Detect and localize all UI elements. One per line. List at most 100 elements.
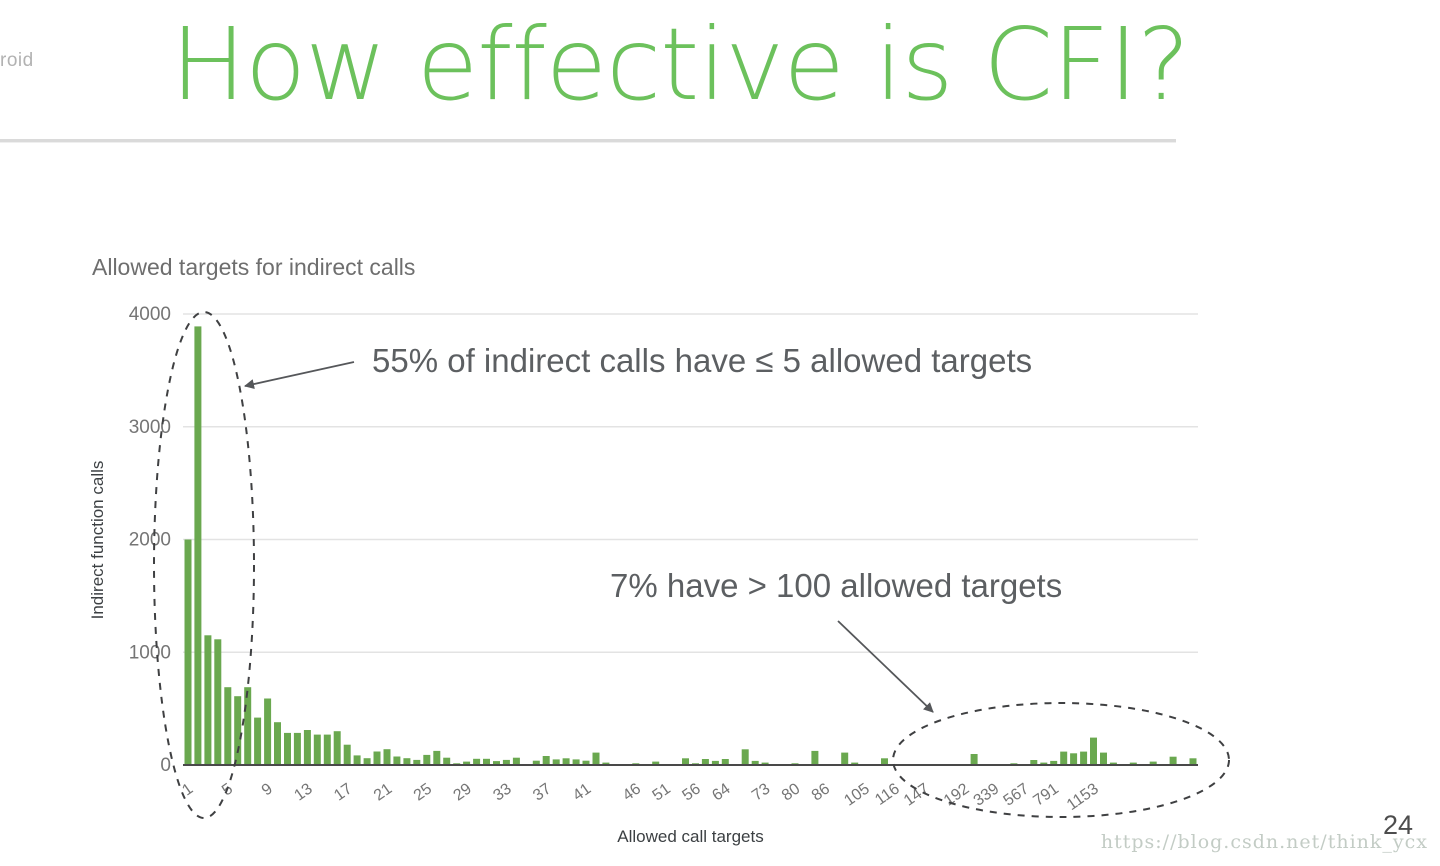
bar <box>353 755 361 765</box>
y-tick-label: 4000 <box>129 304 171 325</box>
bar <box>483 758 490 765</box>
watermark-url: https://blog.csdn.net/think_ycx <box>1100 831 1428 853</box>
bar <box>1090 737 1097 765</box>
bar <box>264 698 272 765</box>
bar <box>701 759 709 765</box>
bar <box>970 754 978 765</box>
bar <box>1100 752 1107 765</box>
bar <box>741 749 749 765</box>
x-tick-label: 73 <box>749 780 773 804</box>
x-tick-label: 192 <box>941 780 973 809</box>
y-tick-label: 2000 <box>129 530 171 551</box>
bar <box>502 759 510 765</box>
bar <box>1060 751 1068 765</box>
left-cluster-ellipse <box>153 311 255 819</box>
right-annotation-arrow <box>837 620 934 713</box>
bar <box>731 764 739 765</box>
x-tick-label: 567 <box>1001 780 1033 809</box>
bar <box>682 758 689 765</box>
bar <box>1040 762 1048 765</box>
bar <box>881 758 888 765</box>
bar <box>453 763 461 765</box>
bar <box>711 760 719 765</box>
bar <box>234 696 242 765</box>
bar <box>274 722 281 765</box>
bar <box>254 717 262 765</box>
bar <box>313 734 321 765</box>
bar <box>811 750 819 765</box>
x-tick-label: 25 <box>411 780 435 804</box>
x-tick-label: 1 <box>179 780 196 799</box>
bar <box>224 687 232 765</box>
bar <box>1020 764 1028 765</box>
bar <box>244 687 252 765</box>
y-tick-label: 3000 <box>129 417 171 438</box>
slide-title: How effective is CFI? <box>170 6 1190 123</box>
bar <box>841 752 849 765</box>
bar <box>383 749 391 765</box>
x-tick-label: 116 <box>872 780 903 809</box>
x-tick-label: 46 <box>620 780 644 804</box>
bar <box>493 761 500 765</box>
x-tick-label: 147 <box>901 780 933 809</box>
left-annotation-arrow <box>244 361 355 389</box>
bar <box>333 731 341 765</box>
bar <box>562 758 570 765</box>
bar <box>423 754 431 765</box>
bar <box>443 757 451 765</box>
bar <box>393 756 401 765</box>
bar <box>851 762 859 765</box>
x-tick-label: 13 <box>291 780 315 804</box>
bar <box>1149 761 1157 765</box>
x-tick-label: 9 <box>259 780 276 799</box>
bar <box>542 756 550 765</box>
x-tick-label: 64 <box>709 780 733 804</box>
title-divider <box>0 139 1176 143</box>
bar <box>572 759 580 765</box>
bar <box>652 761 660 765</box>
x-tick-label: 86 <box>809 780 833 804</box>
bar <box>692 763 699 765</box>
x-tick-label: 105 <box>841 780 873 809</box>
x-tick-label: 51 <box>650 780 674 804</box>
bar <box>1169 756 1177 765</box>
bar <box>632 763 640 765</box>
bar <box>1109 762 1117 765</box>
bar <box>184 539 192 765</box>
bar <box>1070 753 1078 765</box>
bar <box>1010 763 1018 765</box>
right-cluster-ellipse <box>892 702 1230 818</box>
x-tick-label: 339 <box>971 780 1003 809</box>
bar <box>592 752 600 765</box>
bar <box>463 761 471 765</box>
x-tick-label: 80 <box>779 780 803 804</box>
x-axis-title: Allowed call targets <box>617 827 763 846</box>
x-tick-label: 33 <box>490 780 514 804</box>
y-tick-label: 1000 <box>129 642 171 663</box>
bar <box>532 760 540 765</box>
annotation-7-percent: 7% have > 100 allowed targets <box>610 567 1063 604</box>
bar <box>303 730 311 765</box>
x-tick-label: 29 <box>451 780 475 804</box>
bar <box>721 759 729 765</box>
x-tick-label: 1153 <box>1064 780 1102 814</box>
bar <box>433 750 441 765</box>
bar <box>1139 764 1147 765</box>
x-tick-label: 17 <box>331 780 355 804</box>
x-tick-label: 41 <box>570 780 594 804</box>
bar <box>323 734 331 765</box>
bar <box>512 757 520 765</box>
bar <box>582 760 590 765</box>
x-tick-label: 791 <box>1030 780 1062 809</box>
bar <box>473 758 481 765</box>
bar <box>1050 760 1058 765</box>
bar <box>194 326 202 765</box>
bar <box>602 762 610 765</box>
x-tick-label: 56 <box>679 780 703 804</box>
bar <box>284 732 291 765</box>
bar <box>214 639 222 765</box>
bar <box>1189 758 1197 765</box>
bar <box>293 732 301 765</box>
